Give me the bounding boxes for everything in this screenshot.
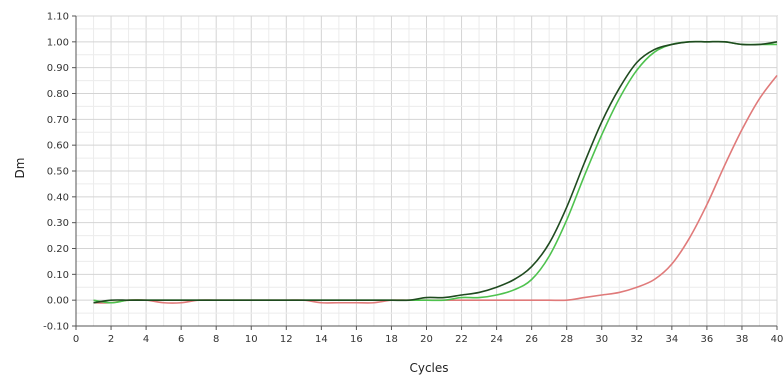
y-tick-label: 0.50 <box>47 167 69 178</box>
axes: 0 2 4 6 8 10 12 14 16 18 20 22 24 26 28 30 32 34 36 38 40-0.… <box>43 12 783 346</box>
y-tick-label: 0.70 <box>47 115 69 126</box>
x-tick-label: 30 <box>595 334 608 345</box>
y-tick-label: 0.20 <box>47 244 69 255</box>
x-tick-label: 0 <box>73 334 79 345</box>
y-tick-label: 0.10 <box>47 270 69 281</box>
x-tick-label: 8 <box>213 334 219 345</box>
y-axis-label: Dm <box>13 158 27 179</box>
x-tick-label: 26 <box>525 334 538 345</box>
y-tick-label: -0.10 <box>43 322 69 333</box>
series-lines <box>93 40 778 304</box>
x-tick-label: 2 <box>108 334 114 345</box>
x-tick-label: 20 <box>420 334 433 345</box>
y-tick-label: 0.00 <box>47 296 69 307</box>
x-tick-label: 24 <box>490 334 503 345</box>
x-tick-label: 10 <box>245 334 258 345</box>
x-tick-label: 22 <box>455 334 468 345</box>
y-tick-label: 0.40 <box>47 192 69 203</box>
x-tick-label: 32 <box>630 334 643 345</box>
y-tick-label: 0.30 <box>47 218 69 229</box>
y-tick-label: 1.10 <box>47 12 69 23</box>
y-tick-label: 0.80 <box>47 89 69 100</box>
series-line-3 <box>93 40 778 304</box>
gridlines <box>75 15 778 327</box>
x-tick-label: 36 <box>701 334 714 345</box>
y-tick-label: 1.00 <box>47 37 69 48</box>
x-tick-label: 18 <box>385 334 398 345</box>
y-tick-label: 0.60 <box>47 141 69 152</box>
x-tick-label: 40 <box>771 334 783 345</box>
x-axis-label: Cycles <box>409 361 448 375</box>
x-tick-label: 12 <box>280 334 293 345</box>
y-tick-label: 0.90 <box>47 63 69 74</box>
x-tick-label: 28 <box>560 334 573 345</box>
x-tick-label: 4 <box>143 334 149 345</box>
x-tick-label: 34 <box>665 334 678 345</box>
x-tick-label: 38 <box>736 334 749 345</box>
x-tick-label: 14 <box>315 334 328 345</box>
x-tick-label: 6 <box>178 334 184 345</box>
x-tick-label: 16 <box>350 334 363 345</box>
